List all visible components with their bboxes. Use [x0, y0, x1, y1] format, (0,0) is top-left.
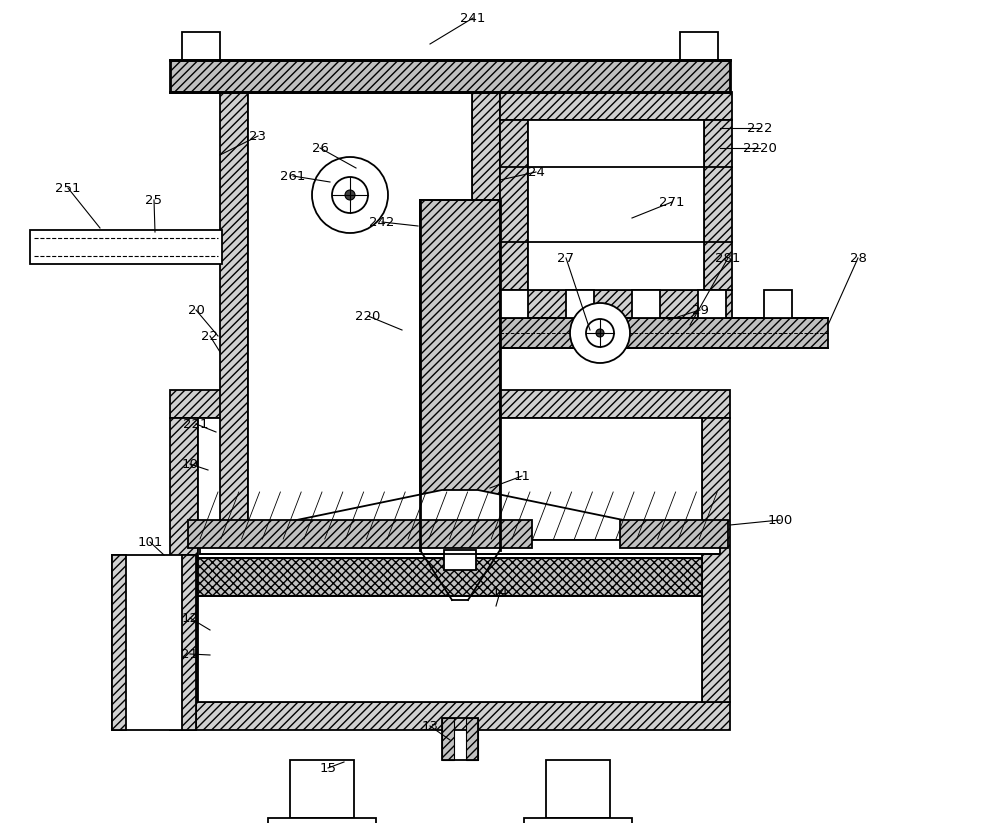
Circle shape — [596, 329, 604, 337]
Bar — [620, 520, 728, 548]
Bar — [170, 418, 198, 702]
Bar — [442, 718, 478, 760]
Bar — [188, 520, 532, 548]
Bar — [112, 555, 126, 730]
Circle shape — [570, 303, 630, 363]
Text: 271: 271 — [659, 196, 685, 208]
Text: 29: 29 — [692, 304, 708, 317]
Text: 251: 251 — [55, 182, 81, 194]
Text: 11: 11 — [514, 469, 530, 482]
Circle shape — [586, 319, 614, 347]
Text: 22: 22 — [202, 329, 218, 342]
Text: 222: 222 — [747, 122, 773, 134]
Bar — [632, 290, 660, 318]
Bar — [698, 290, 726, 318]
Text: 15: 15 — [320, 761, 336, 774]
Bar — [112, 555, 196, 730]
Text: 281: 281 — [715, 252, 741, 264]
Text: 13: 13 — [422, 719, 438, 732]
Bar — [30, 230, 222, 264]
Text: 25: 25 — [146, 193, 162, 207]
Bar — [170, 390, 730, 418]
Bar — [290, 760, 354, 818]
Bar — [220, 90, 248, 550]
Bar — [500, 318, 828, 348]
Text: 20: 20 — [188, 304, 204, 317]
Bar — [500, 290, 732, 318]
Text: 26: 26 — [312, 142, 328, 155]
Text: 21: 21 — [182, 648, 198, 661]
Bar — [702, 418, 730, 702]
Text: 261: 261 — [280, 170, 306, 183]
Text: 221: 221 — [183, 417, 209, 430]
Text: 242: 242 — [369, 216, 395, 229]
Bar — [442, 718, 454, 760]
Bar — [170, 702, 730, 730]
Text: 241: 241 — [460, 12, 486, 25]
Text: 23: 23 — [250, 129, 266, 142]
Bar — [444, 550, 476, 570]
Text: 101: 101 — [137, 536, 163, 548]
Bar — [198, 558, 702, 596]
Bar — [500, 120, 528, 290]
Text: 24: 24 — [528, 165, 544, 179]
Bar — [566, 290, 594, 318]
Polygon shape — [200, 490, 720, 540]
Text: 12: 12 — [182, 611, 198, 625]
Bar — [182, 32, 220, 60]
Text: 10: 10 — [182, 458, 198, 471]
Bar — [500, 92, 732, 120]
Bar — [680, 32, 718, 60]
Bar — [472, 90, 500, 550]
Bar — [500, 290, 528, 318]
Bar — [200, 540, 720, 554]
Bar — [466, 718, 478, 760]
Bar — [528, 120, 704, 290]
Bar — [420, 200, 500, 550]
Text: 27: 27 — [558, 252, 574, 264]
Circle shape — [332, 177, 368, 213]
Bar — [524, 818, 632, 823]
Text: 28: 28 — [850, 252, 866, 264]
Bar — [182, 555, 196, 730]
Text: 100: 100 — [767, 514, 793, 527]
Bar — [268, 818, 376, 823]
Bar — [764, 290, 792, 318]
Bar — [170, 60, 730, 92]
Text: 2220: 2220 — [743, 142, 777, 155]
Bar — [198, 418, 702, 702]
Text: 220: 220 — [355, 309, 381, 323]
Bar — [248, 90, 472, 550]
Text: 14: 14 — [492, 585, 508, 598]
Circle shape — [345, 190, 355, 200]
Bar — [704, 120, 732, 290]
Bar — [546, 760, 610, 818]
Circle shape — [312, 157, 388, 233]
